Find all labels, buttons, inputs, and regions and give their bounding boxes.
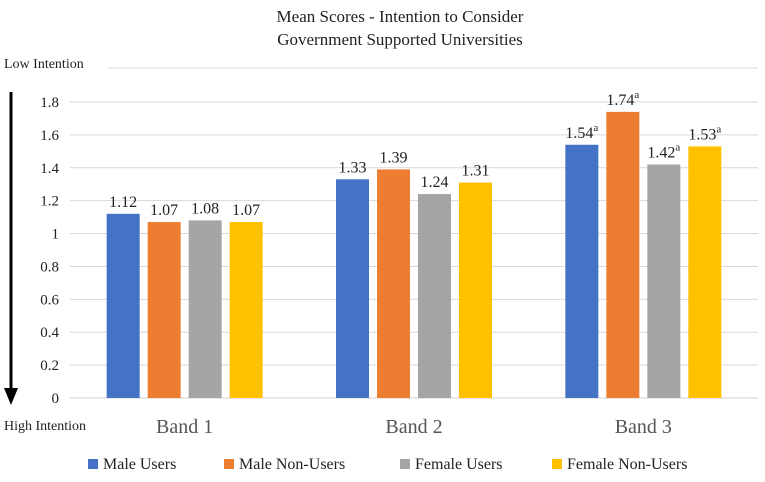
data-label-value: 1.54 <box>565 125 593 142</box>
y-tick-label: 1.6 <box>40 128 59 144</box>
data-label-value: 1.07 <box>150 202 178 219</box>
legend-swatch <box>400 459 410 469</box>
data-label-value: 1.07 <box>232 202 260 219</box>
high-intention-label: High Intention <box>4 419 86 434</box>
bar-1-2 <box>336 179 369 398</box>
category-label: Band 2 <box>385 416 442 438</box>
intention-arrow <box>4 92 18 405</box>
y-tick-label: 1.2 <box>40 194 59 210</box>
bar-3-3 <box>647 164 681 398</box>
bar-3-2 <box>418 194 451 398</box>
y-tick-label: 0.2 <box>40 358 59 374</box>
bar-1-1 <box>106 213 140 398</box>
data-label: 1.07 <box>232 202 260 219</box>
data-label: 1.74a <box>606 89 639 109</box>
data-label-value: 1.53 <box>688 126 716 143</box>
bar-2-2 <box>377 169 410 398</box>
data-label: 1.12 <box>109 194 137 211</box>
data-label-superscript: a <box>634 89 639 101</box>
data-label-superscript: a <box>675 141 680 153</box>
data-label-value: 1.24 <box>421 174 449 191</box>
bar-4-1 <box>229 222 263 398</box>
data-label-value: 1.31 <box>462 163 490 180</box>
y-tick-label: 0.6 <box>40 292 59 308</box>
data-label-value: 1.33 <box>339 159 367 176</box>
legend-swatch <box>224 459 234 469</box>
category-label: Band 3 <box>615 416 672 438</box>
bar-2-3 <box>606 111 640 398</box>
y-tick-label: 1 <box>52 227 60 243</box>
legend-item: Male Users <box>88 456 176 473</box>
category-label: Band 1 <box>156 416 213 438</box>
bar-4-3 <box>688 146 722 398</box>
low-intention-label: Low Intention <box>4 57 84 72</box>
data-label-superscript: a <box>716 123 721 135</box>
data-label-value: 1.39 <box>380 149 408 166</box>
legend-item: Female Users <box>400 456 503 473</box>
legend-swatch <box>552 459 562 469</box>
bar-1-3 <box>565 144 599 398</box>
data-label: 1.39 <box>380 149 408 166</box>
legend-item: Female Non-Users <box>552 456 687 473</box>
y-tick-label: 1.4 <box>40 161 59 177</box>
data-label: 1.31 <box>462 163 490 180</box>
chart-title-line-2: Government Supported Universities <box>277 30 523 49</box>
bar-3-1 <box>188 220 222 398</box>
bar-2-1 <box>147 222 181 398</box>
bar-4-2 <box>459 182 492 398</box>
data-label-superscript: a <box>593 122 598 134</box>
y-tick-label: 1.8 <box>40 95 59 111</box>
data-label: 1.07 <box>150 202 178 219</box>
data-label-value: 1.12 <box>109 194 137 211</box>
legend-item: Male Non-Users <box>224 456 345 473</box>
data-label: 1.54a <box>565 122 598 142</box>
legend-label: Female Non-Users <box>567 456 687 473</box>
legend-label: Female Users <box>415 456 503 473</box>
y-tick-label: 0.8 <box>40 259 59 275</box>
data-label: 1.33 <box>339 159 367 176</box>
data-label-value: 1.08 <box>191 200 219 217</box>
data-label-value: 1.74 <box>606 92 634 109</box>
data-label: 1.08 <box>191 200 219 217</box>
legend-label: Male Users <box>103 456 176 473</box>
data-label-value: 1.42 <box>647 144 675 161</box>
chart-title-line-1: Mean Scores - Intention to Consider <box>277 7 524 26</box>
y-tick-label: 0.4 <box>40 325 59 341</box>
y-tick-label: 0 <box>52 391 60 407</box>
legend-label: Male Non-Users <box>239 456 345 473</box>
legend-swatch <box>88 459 98 469</box>
data-label: 1.24 <box>421 174 449 191</box>
data-label: 1.53a <box>688 123 721 143</box>
data-label: 1.42a <box>647 141 680 161</box>
